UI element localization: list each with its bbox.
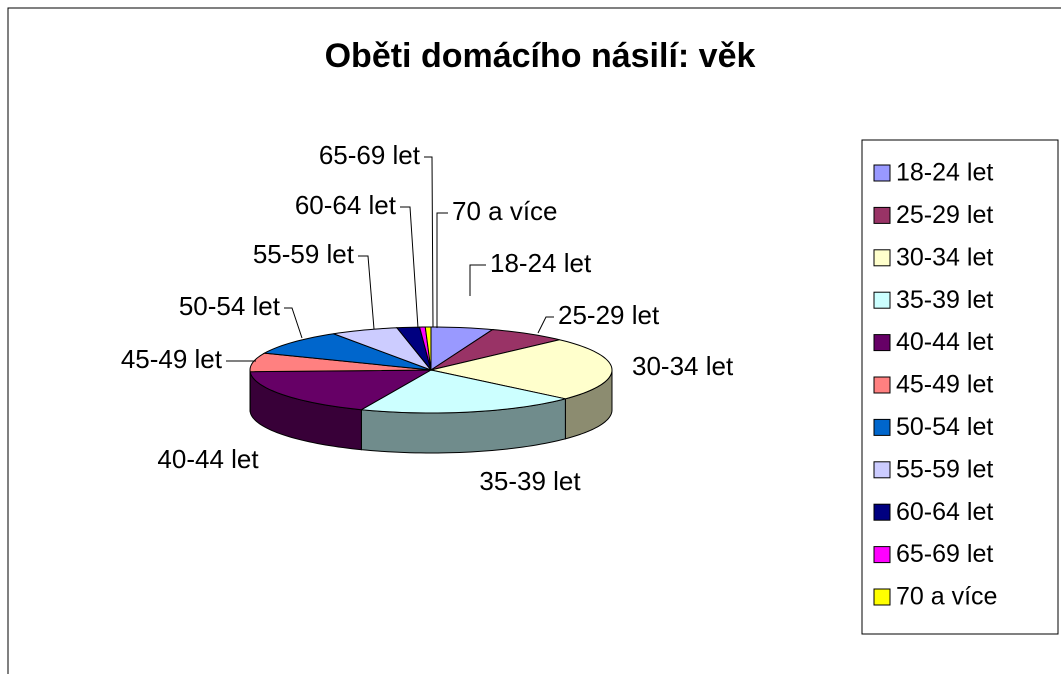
pie-slice (424, 326, 432, 371)
leader-line (424, 156, 434, 328)
legend-swatch (873, 503, 891, 521)
legend-swatch (873, 546, 891, 564)
pie-slice (333, 327, 433, 372)
data-label: 25-29 let (558, 300, 660, 330)
leader-line (358, 255, 375, 330)
data-label: 35-39 let (479, 466, 581, 496)
leader-line (537, 316, 554, 334)
legend-swatch (873, 206, 891, 224)
data-label: 50-54 let (179, 291, 281, 321)
leader-line (284, 307, 303, 339)
data-label: 45-49 let (121, 344, 223, 374)
legend-label: 55-59 let (896, 455, 993, 483)
data-label: 40-44 let (157, 444, 259, 474)
legend-swatch (873, 588, 891, 606)
legend-swatch (873, 334, 891, 352)
data-label: 70 a více (452, 196, 558, 226)
pie-slice (262, 333, 432, 371)
data-label: 18-24 let (490, 248, 592, 278)
pie-slice (249, 369, 433, 411)
leader-line (469, 264, 486, 296)
pie-slice (430, 326, 495, 371)
pie-slice (249, 352, 432, 373)
legend-label: 35-39 let (896, 286, 993, 314)
legend-label: 40-44 let (896, 328, 993, 356)
chart-frame (7, 7, 1061, 674)
data-label: 55-59 let (253, 239, 355, 269)
pie-slice (430, 329, 560, 371)
data-label: 65-69 let (319, 140, 421, 170)
legend-swatch (873, 291, 891, 309)
legend-label: 50-54 let (896, 413, 993, 441)
chart-title: Oběti domácího násilí: věk (325, 37, 756, 75)
legend-label: 18-24 let (896, 159, 993, 187)
legend-label: 60-64 let (896, 498, 993, 526)
legend-swatch (873, 461, 891, 479)
pie-slice (430, 339, 613, 400)
legend-label: 25-29 let (896, 201, 993, 229)
legend-swatch (873, 376, 891, 394)
legend-label: 30-34 let (896, 243, 993, 271)
legend-label: 70 a více (896, 583, 997, 611)
legend-swatch (873, 249, 891, 267)
legend-swatch (873, 164, 891, 182)
data-label: 30-34 let (632, 351, 734, 381)
legend-swatch (873, 418, 891, 436)
leader-line (400, 206, 419, 329)
legend-label: 65-69 let (896, 540, 993, 568)
data-label: 60-64 let (295, 190, 397, 220)
legend-box (861, 139, 1059, 635)
legend-label: 45-49 let (896, 371, 993, 399)
leader-line (436, 212, 448, 328)
